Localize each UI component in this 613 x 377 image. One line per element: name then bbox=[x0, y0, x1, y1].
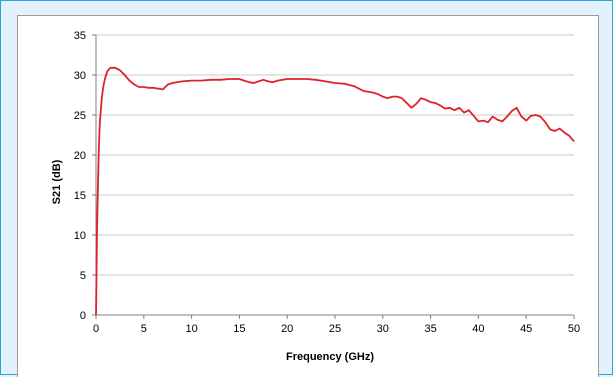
s21-frequency-chart: 0 5 10 15 20 25 30 35 40 45 50 0 5 10 15 20 25 30 35 Freq… bbox=[51, 30, 580, 363]
x-tick-label-35: 35 bbox=[424, 323, 436, 335]
x-tick-label-25: 25 bbox=[329, 323, 341, 335]
y-tick-label-30: 30 bbox=[74, 70, 86, 82]
x-tick-label-0: 0 bbox=[93, 323, 99, 335]
x-tick-label-30: 30 bbox=[377, 323, 389, 335]
series-line-0 bbox=[95, 66, 575, 316]
x-tick-label-15: 15 bbox=[233, 323, 245, 335]
x-tick-label-45: 45 bbox=[520, 323, 532, 335]
x-tick-label-10: 10 bbox=[185, 323, 197, 335]
y-tick-label-10: 10 bbox=[74, 230, 86, 242]
axes bbox=[92, 34, 575, 319]
chart-panel: 0 5 10 15 20 25 30 35 40 45 50 0 5 10 15 20 25 30 35 Freq… bbox=[17, 15, 599, 377]
y-tick-label-0: 0 bbox=[80, 310, 86, 322]
grid-lines bbox=[96, 34, 574, 276]
x-axis-title: Frequency (GHz) bbox=[286, 351, 374, 363]
y-tick-label-25: 25 bbox=[74, 110, 86, 122]
y-tick-label-5: 5 bbox=[80, 270, 86, 282]
x-tick-label-40: 40 bbox=[472, 323, 484, 335]
x-tick-labels: 0 5 10 15 20 25 30 35 40 45 50 bbox=[93, 323, 580, 335]
x-tick-label-5: 5 bbox=[141, 323, 147, 335]
y-axis-title: S21 (dB) bbox=[51, 159, 63, 204]
series-group bbox=[95, 66, 575, 316]
x-tick-label-50: 50 bbox=[568, 323, 580, 335]
x-tick-label-20: 20 bbox=[281, 323, 293, 335]
y-tick-labels: 0 5 10 15 20 25 30 35 bbox=[74, 30, 86, 322]
y-tick-label-20: 20 bbox=[74, 150, 86, 162]
y-tick-label-35: 35 bbox=[74, 30, 86, 42]
y-tick-label-15: 15 bbox=[74, 190, 86, 202]
